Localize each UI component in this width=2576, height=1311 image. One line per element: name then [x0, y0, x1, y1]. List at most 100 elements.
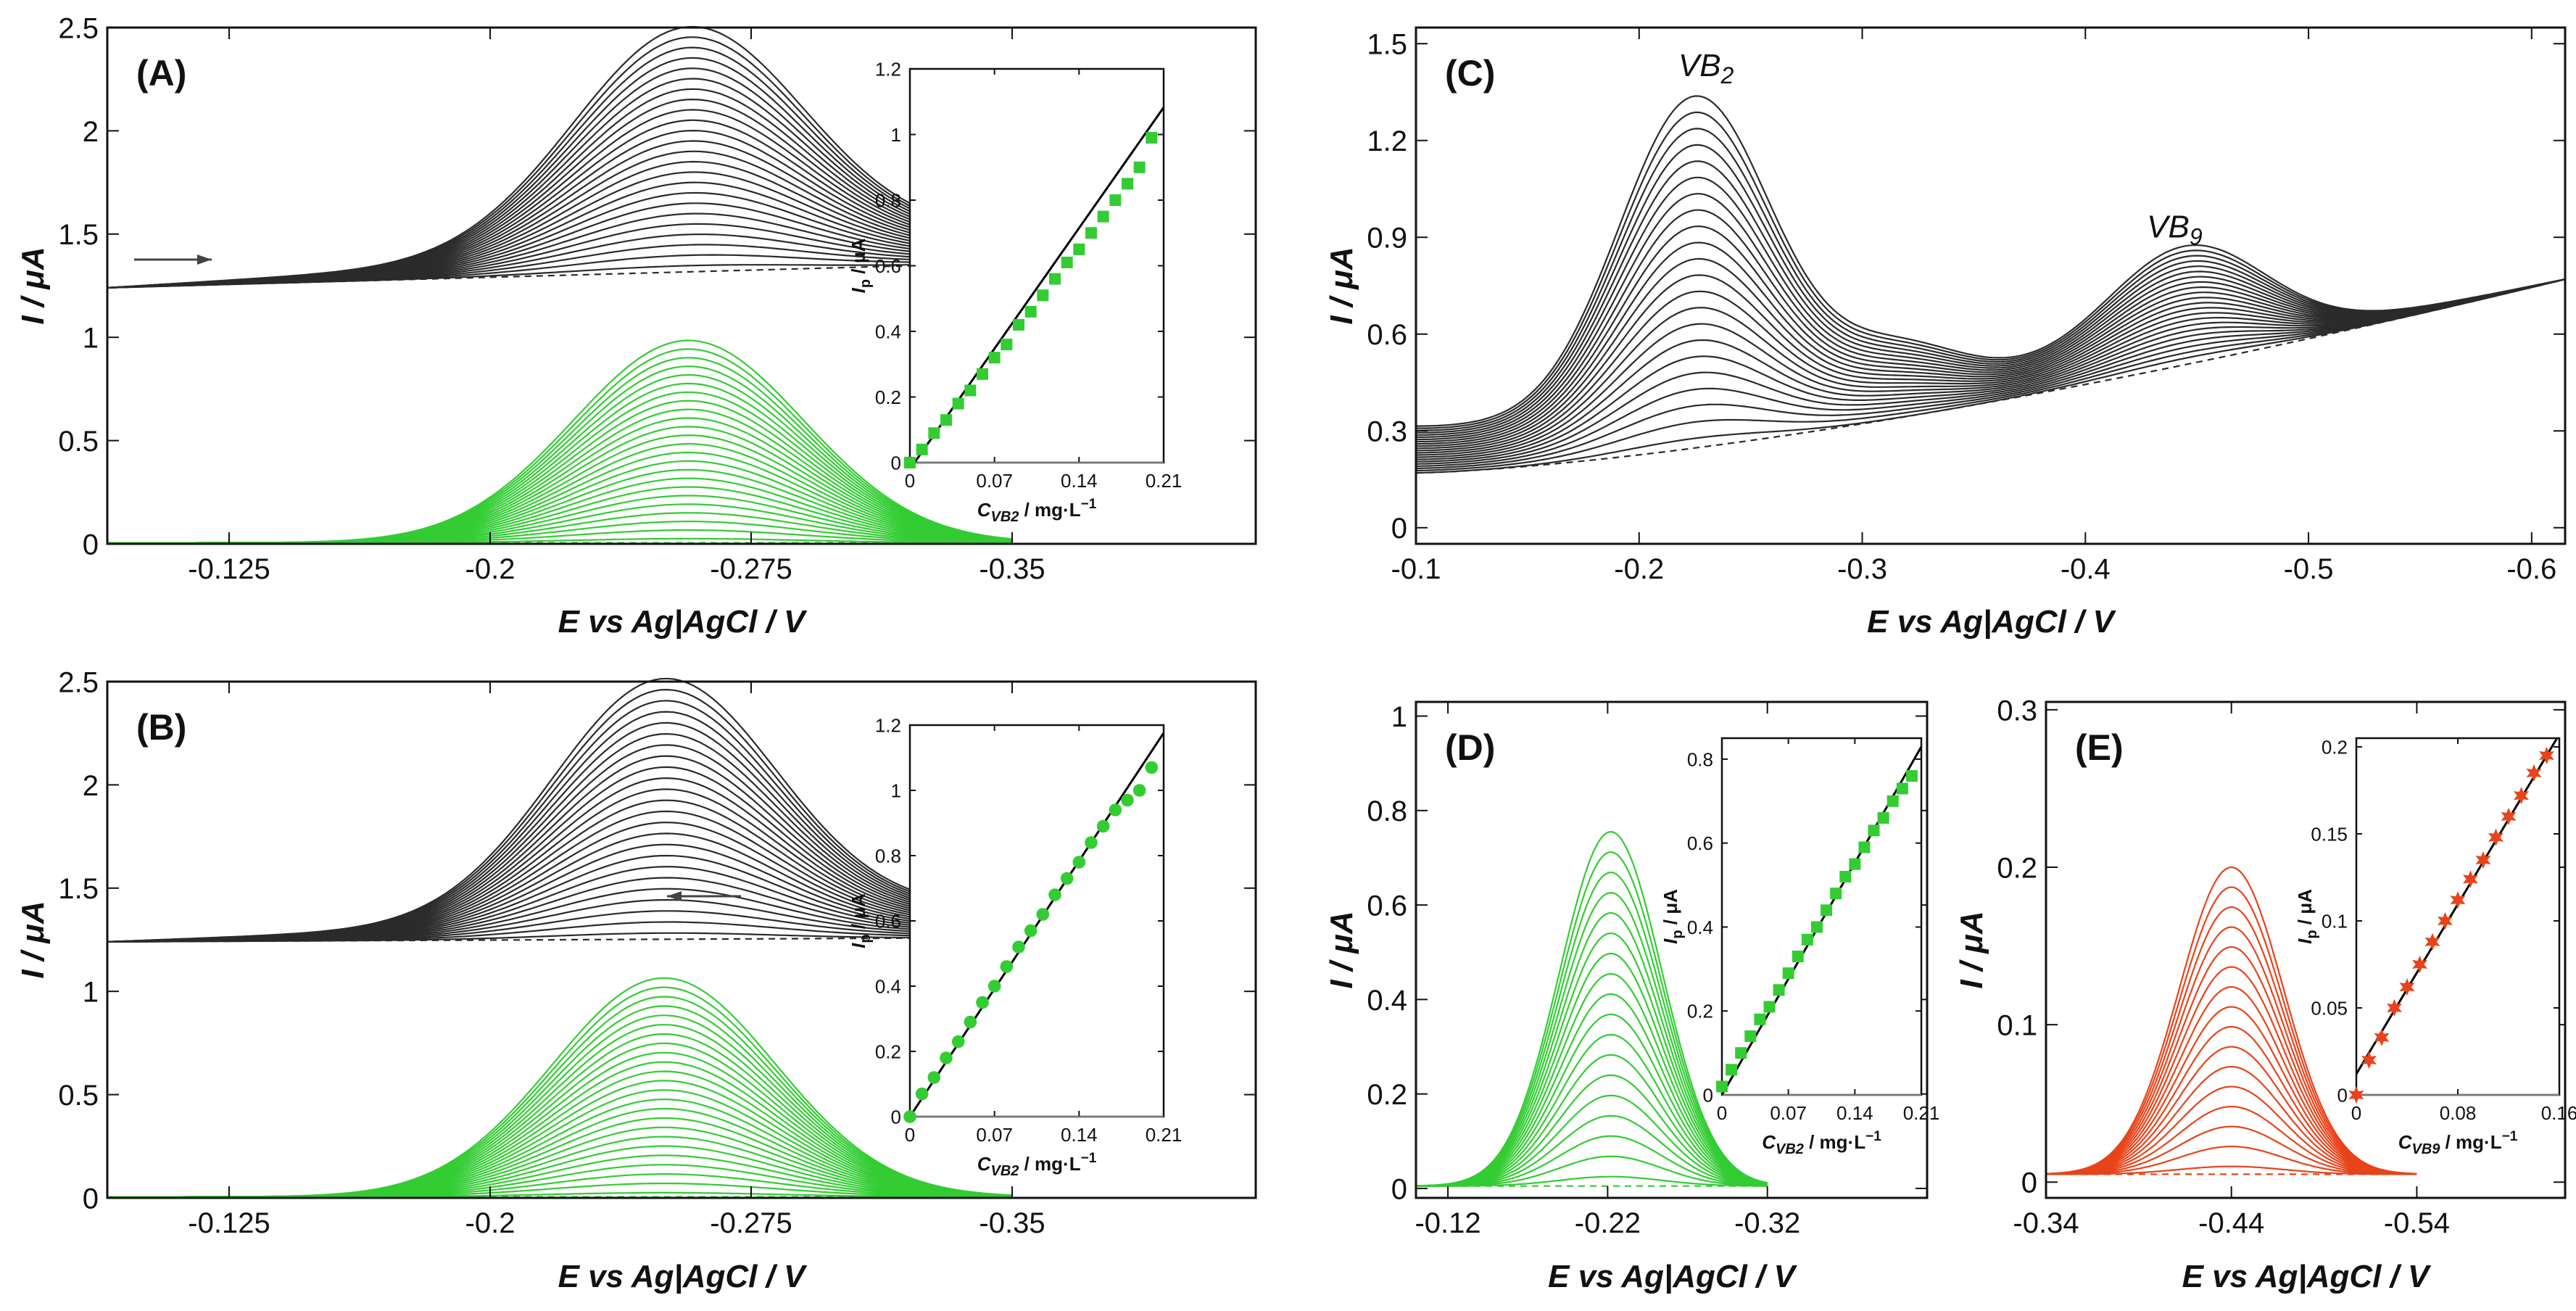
inset-x-title-unit: / mg·L: [1804, 1131, 1865, 1153]
data-point: [1072, 856, 1086, 869]
data-point: [1868, 824, 1880, 837]
corrected-voltammogram-line: [2046, 1006, 2417, 1175]
x-tick-label: -0.12: [1415, 1207, 1480, 1239]
panel-label: (E): [2075, 727, 2124, 768]
scan-arrow-head: [667, 891, 682, 901]
data-point: [2462, 870, 2479, 888]
y-tick-label: 0.6: [875, 255, 901, 277]
corrected-voltammogram-line: [2046, 1125, 2417, 1175]
inset-y-title: Ip / μA: [848, 238, 874, 293]
inset-x-title-main: C: [977, 499, 992, 521]
y-tick-label: 2: [83, 116, 99, 148]
y-tick-label: 1.5: [1367, 29, 1407, 61]
scan-arrow-head: [197, 255, 212, 265]
inset-x-title-sup: −1: [1865, 1129, 1881, 1144]
y-tick-label: 1.2: [875, 714, 901, 736]
x-tick-label: 0.14: [1836, 1102, 1873, 1124]
inset-x-title-unit: / mg·L: [1019, 499, 1080, 521]
inset-background: [910, 69, 1164, 463]
data-point: [1773, 984, 1785, 996]
data-point: [2501, 807, 2517, 826]
y-tick-label: 0.5: [58, 1080, 99, 1112]
y-tick-label: 0.6: [1367, 890, 1407, 922]
corrected-voltammogram-line: [2045, 1026, 2417, 1175]
series-group: [2045, 867, 2417, 1175]
data-point: [1726, 1064, 1738, 1076]
voltammogram-line: [1415, 278, 2566, 456]
data-point: [2361, 1051, 2377, 1070]
data-point: [1887, 795, 1899, 807]
voltammogram-line: [1416, 241, 2566, 447]
plot-frame: [106, 680, 1257, 1199]
data-point: [1896, 782, 1908, 795]
x-tick-label: -0.2: [465, 1207, 515, 1239]
data-point: [915, 1087, 929, 1101]
y-tick-label: 0: [83, 529, 99, 561]
inset-y-title: Ip / μA: [848, 893, 874, 948]
x-tick-label: -0.3: [1837, 553, 1887, 585]
x-axis-title: E vs Ag|AgCl / V: [558, 1259, 808, 1294]
peak-annotation: VB2: [1678, 48, 1734, 88]
x-tick-label: -0.125: [188, 1207, 270, 1239]
corrected-voltammogram-line: [2045, 886, 2417, 1175]
inset-y-title-unit: / μA: [848, 893, 869, 935]
inset-x-title-sub: VB9: [2411, 1141, 2440, 1157]
data-point: [2513, 787, 2530, 805]
data-point: [1073, 243, 1085, 255]
raw-voltammogram-line: [107, 57, 1013, 289]
data-point: [964, 384, 977, 397]
corrected-voltammogram-line: [2045, 1106, 2417, 1175]
data-point: [2386, 998, 2403, 1017]
y-tick-label: 0: [891, 1106, 901, 1128]
data-point: [2488, 828, 2504, 846]
inset-y-title-unit: / μA: [2294, 889, 2316, 930]
data-point: [1109, 803, 1122, 816]
data-point: [1133, 161, 1146, 173]
peak-annotation-sub: 9: [2190, 223, 2203, 249]
y-tick-label: 0.3: [1997, 695, 2037, 727]
x-tick-label: 0.07: [1770, 1102, 1807, 1124]
y-tick-label: 0.4: [875, 320, 901, 342]
y-axis-title: I / μA: [15, 901, 51, 978]
data-point: [1858, 841, 1871, 853]
data-point: [951, 1035, 965, 1049]
data-point: [952, 397, 964, 410]
data-point: [928, 427, 940, 439]
inset-y-title-sub: p: [858, 279, 874, 288]
y-tick-label: 0: [2337, 1084, 2348, 1106]
x-tick-label: -0.35: [979, 553, 1045, 585]
inset-x-title-main: C: [2398, 1131, 2413, 1153]
inset-x-title: CVB2 / mg·L−1: [977, 1151, 1097, 1179]
data-point: [904, 457, 916, 468]
y-tick-label: 0.2: [875, 386, 901, 408]
data-point: [1905, 770, 1918, 782]
y-tick-label: 0.9: [1367, 223, 1407, 255]
x-tick-label: -0.34: [2013, 1207, 2079, 1239]
corrected-voltammogram-line: [107, 339, 1013, 544]
inset-y-title-sub: p: [1670, 930, 1686, 938]
data-point: [2475, 851, 2491, 869]
inset-x-title-sup: −1: [1081, 1151, 1097, 1166]
inset-y-title-unit: / μA: [1660, 889, 1681, 930]
panel-label: (D): [1445, 727, 1495, 768]
data-point: [2411, 955, 2428, 974]
x-tick-label: 0.21: [1903, 1102, 1940, 1124]
data-point: [1839, 871, 1852, 883]
inset-x-title-main: C: [1762, 1131, 1776, 1153]
y-tick-label: 0.5: [58, 426, 99, 458]
y-tick-label: 2.5: [58, 666, 99, 698]
inset-y-title-main: I: [848, 943, 869, 948]
y-tick-label: 1.2: [1367, 125, 1407, 157]
y-tick-label: 0.2: [1367, 1079, 1407, 1111]
y-tick-label: 0.4: [1367, 985, 1407, 1017]
x-tick-label: -0.32: [1734, 1207, 1800, 1239]
inset-x-title: CVB9 / mg·L−1: [2398, 1129, 2518, 1157]
corrected-voltammogram-line: [2046, 1146, 2417, 1175]
inset-x-title-sup: −1: [1081, 497, 1097, 512]
data-point: [1801, 933, 1813, 946]
data-point: [1060, 872, 1074, 885]
corrected-voltammogram-line: [2046, 1165, 2417, 1175]
inset-x-title-sub: VB2: [1776, 1141, 1804, 1157]
corrected-voltammogram-line: [2045, 1066, 2417, 1175]
panel-label: (B): [136, 707, 186, 748]
